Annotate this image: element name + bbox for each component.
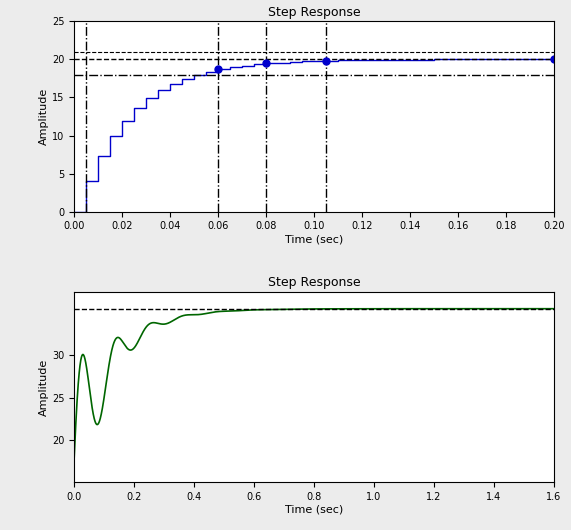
Title: Step Response: Step Response	[268, 6, 360, 19]
Title: Step Response: Step Response	[268, 276, 360, 289]
X-axis label: Time (sec): Time (sec)	[285, 505, 343, 515]
Y-axis label: Amplitude: Amplitude	[39, 88, 49, 145]
Y-axis label: Amplitude: Amplitude	[39, 358, 49, 416]
X-axis label: Time (sec): Time (sec)	[285, 234, 343, 244]
